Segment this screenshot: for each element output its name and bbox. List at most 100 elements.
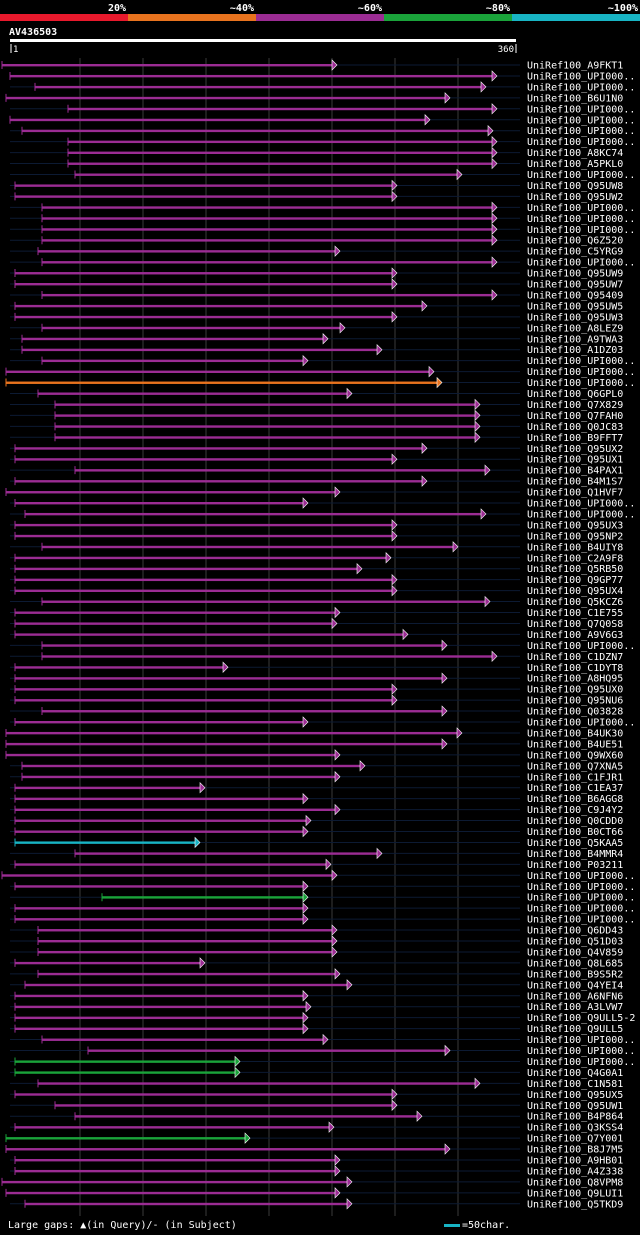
hit-arrowhead [305,1000,312,1013]
hit-arrowhead [302,497,309,509]
hit-label: UniRef100_UPI000.. [527,258,635,269]
hit-bar [15,578,392,582]
hit-label: UniRef100_Q7Y001 [527,1134,623,1145]
hit-label: UniRef100_A4Z338 [527,1166,623,1177]
hit-arrowhead [456,727,463,739]
hit-bar [68,162,492,165]
hit-arrowhead [302,902,309,914]
hit-arrowhead [346,1198,353,1210]
hit-arrowhead [487,124,494,137]
hit-bar [15,567,357,571]
hit-bar [15,272,392,275]
hit-label: UniRef100_C9J4Y2 [527,805,623,816]
hit-bar [88,1049,445,1052]
identity-label: ~40% [230,3,254,14]
hit-arrowhead [331,946,338,958]
hit-arrowhead [474,409,481,422]
hit-label: UniRef100_A8KC74 [527,148,623,159]
hit-label: UniRef100_Q95409 [527,290,623,301]
hit-label: UniRef100_A9V6G3 [527,630,623,641]
hit-label: UniRef100_UPI000.. [527,1035,635,1046]
hit-bar [15,556,386,560]
hit-arrowhead [391,453,398,465]
hit-arrowhead [491,650,498,663]
hit-bar [6,1148,445,1151]
hit-arrowhead [302,891,309,903]
hit-label: UniRef100_Q7X829 [527,400,623,411]
hit-bar [15,534,392,538]
identity-color-segment [0,14,128,21]
hit-bar [22,337,323,341]
hit-label: UniRef100_UPI000.. [527,1057,635,1068]
hit-bar [42,206,492,209]
query-label: AV436503 [9,27,57,38]
hit-label: UniRef100_A8LEZ9 [527,323,623,334]
hit-bar [15,885,303,888]
hit-arrowhead [391,278,398,290]
hit-label: UniRef100_UPI000.. [527,904,635,915]
hit-label: UniRef100_UPI000.. [527,170,635,181]
hit-bar [15,184,392,187]
identity-color-segment [256,14,384,21]
hit-label: UniRef100_A6NFN6 [527,991,623,1002]
hit-label: UniRef100_UPI000.. [527,718,635,729]
hit-label: UniRef100_UPI000.. [527,82,635,93]
hit-bar [15,677,442,680]
hit-label: UniRef100_Q95UW9 [527,269,623,280]
identity-label: ~60% [358,3,382,14]
hit-bar [22,348,377,352]
hit-label: UniRef100_C1N581 [527,1079,623,1090]
hit-label: UniRef100_Q6DD43 [527,926,623,937]
hit-label: UniRef100_UPI000.. [527,882,635,893]
hit-arrowhead [331,617,338,630]
scale-swatch [444,1223,460,1227]
hit-bar [42,239,492,242]
hit-bar [2,64,332,67]
hit-arrowhead [491,157,498,170]
hit-bar [15,1169,335,1173]
hit-bar [15,622,332,625]
hit-bar [10,118,425,122]
hit-arrowhead [346,1176,353,1188]
hit-label: UniRef100_B0CT66 [527,827,623,838]
hit-bar [75,1115,417,1118]
hit-label: UniRef100_Q6Z520 [527,236,623,247]
hit-label: UniRef100_UPI000.. [527,71,635,82]
hit-label: UniRef100_B4MMR4 [527,849,623,860]
hit-arrowhead [302,990,309,1002]
hit-bar [15,786,200,790]
hit-label: UniRef100_B4UIY8 [527,542,623,553]
hit-label: UniRef100_UPI000.. [527,509,635,520]
hit-bar [38,929,332,932]
hit-label: UniRef100_C1FJR1 [527,772,623,783]
hit-bar [42,326,340,330]
hit-bar [68,151,492,154]
hit-bar [55,425,475,428]
hit-bar [15,480,422,483]
hit-bar [102,896,303,899]
hit-arrowhead [359,760,366,772]
hit-arrowhead [339,322,346,334]
hit-arrowhead [484,464,491,476]
hit-bar [15,304,422,308]
hit-arrowhead [416,1110,423,1122]
hit-bar [68,140,492,144]
hit-arrowhead [480,81,487,93]
hit-arrowhead [491,223,498,235]
hit-arrowhead [302,792,309,805]
hit-label: UniRef100_B9FFT7 [527,433,623,444]
hit-arrowhead [334,606,341,619]
hit-bar [68,107,492,111]
hit-bar [15,666,223,669]
hit-arrowhead [334,1187,341,1199]
hit-bar [15,502,303,505]
scale-key: =50char. [444,1220,510,1231]
hit-label: UniRef100_UPI000.. [527,104,635,115]
hit-label: UniRef100_Q7XNA5 [527,761,623,772]
hit-label: UniRef100_UPI000.. [527,499,635,510]
hit-arrowhead [325,858,332,871]
hit-label: UniRef100_B9S5R2 [527,969,623,980]
hit-bar [42,228,492,231]
hit-arrowhead [391,1088,398,1101]
hit-arrowhead [305,814,312,827]
